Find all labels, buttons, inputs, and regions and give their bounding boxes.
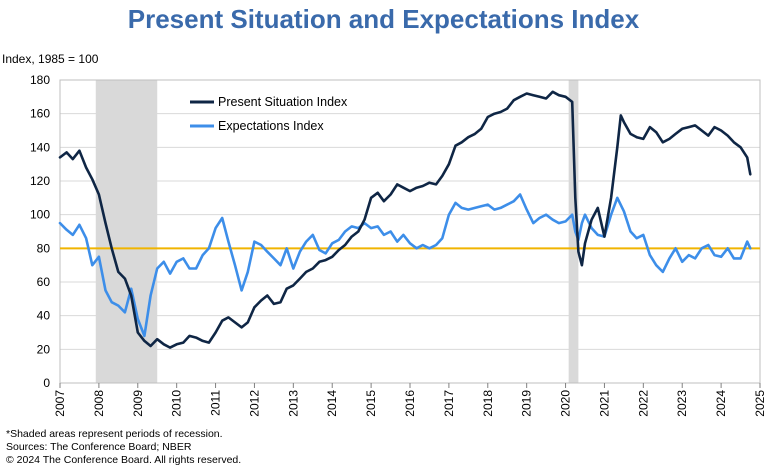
- chart-title: Present Situation and Expectations Index: [127, 4, 640, 34]
- x-tick-label: 2022: [636, 390, 650, 417]
- x-tick-label: 2021: [597, 390, 611, 417]
- x-tick-label: 2019: [520, 390, 534, 417]
- series-line-present-situation: [58, 90, 752, 349]
- x-tick-label: 2016: [403, 390, 417, 417]
- y-axis-unit-label: Index, 1985 = 100: [2, 52, 99, 66]
- x-tick-label: 2011: [209, 390, 223, 416]
- y-tick-label: 60: [37, 275, 51, 289]
- x-tick-label: 2020: [559, 390, 573, 417]
- x-tick-label: 2009: [131, 390, 145, 417]
- y-tick-label: 0: [43, 376, 50, 390]
- x-tick-label: 2014: [325, 390, 339, 417]
- x-tick-label: 2007: [53, 390, 67, 417]
- legend-label-0: Present Situation Index: [218, 95, 348, 109]
- x-tick-label: 2010: [170, 390, 184, 417]
- footnotes: *Shaded areas represent periods of reces…: [6, 428, 241, 468]
- y-tick-label: 80: [37, 241, 51, 255]
- y-tick-label: 40: [37, 309, 51, 323]
- y-tick-label: 180: [30, 73, 50, 87]
- line-chart: 0 20 40 60 80 100 120 140 160 180 2007 2008 2009 2010…: [30, 73, 767, 417]
- x-tick-label: 2024: [714, 390, 728, 417]
- y-tick-label: 100: [30, 208, 50, 222]
- y-tick-label: 140: [30, 140, 50, 154]
- plot-frame: [59, 79, 761, 384]
- footnote-recession: *Shaded areas represent periods of reces…: [6, 428, 223, 440]
- x-tick-label: 2017: [442, 390, 456, 417]
- x-tick-label: 2018: [481, 390, 495, 417]
- series-line-expectations: [58, 193, 752, 338]
- recession-band-1: [568, 80, 579, 383]
- x-tick-label: 2008: [92, 390, 106, 417]
- x-tick-label: 2023: [675, 390, 689, 417]
- x-tick-label: 2025: [753, 390, 767, 417]
- footnote-copyright: © 2024 The Conference Board. All rights …: [6, 454, 242, 467]
- x-tick-label: 2015: [364, 390, 378, 417]
- footnote-sources: Sources: The Conference Board; NBER: [6, 441, 192, 454]
- y-tick-label: 160: [30, 107, 50, 121]
- y-tick-label: 20: [37, 342, 51, 356]
- legend-label-1: Expectations Index: [218, 119, 324, 133]
- y-tick-label: 120: [30, 174, 50, 188]
- x-tick-label: 2012: [247, 390, 261, 417]
- x-tick-label: 2013: [286, 390, 300, 417]
- recession-band-0: [95, 80, 158, 383]
